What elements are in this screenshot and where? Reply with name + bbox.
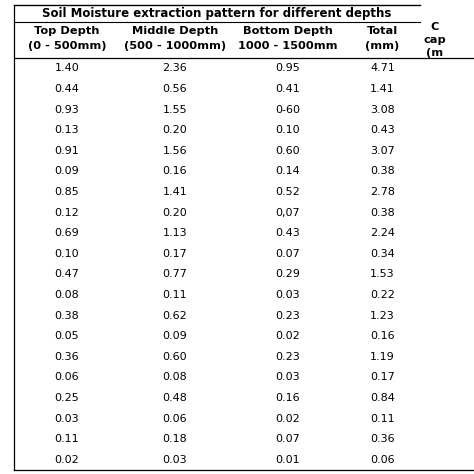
Text: 0.22: 0.22 [370, 290, 395, 300]
Text: 0.11: 0.11 [163, 290, 187, 300]
Text: 0.09: 0.09 [55, 166, 79, 176]
Text: 0.52: 0.52 [275, 187, 300, 197]
Text: 1.41: 1.41 [163, 187, 187, 197]
Text: 0.41: 0.41 [275, 84, 300, 94]
Text: (mm): (mm) [365, 41, 400, 51]
Text: 1.55: 1.55 [163, 104, 187, 115]
Text: 1.53: 1.53 [370, 269, 395, 279]
Text: 0.02: 0.02 [275, 331, 300, 341]
Text: 0.03: 0.03 [163, 455, 187, 465]
Text: 0.10: 0.10 [275, 125, 300, 135]
Text: (m: (m [427, 48, 444, 58]
Text: 0.18: 0.18 [163, 434, 187, 444]
Text: 0.44: 0.44 [55, 84, 80, 94]
Text: 0.08: 0.08 [55, 290, 79, 300]
Text: 0.06: 0.06 [55, 372, 79, 383]
Text: 0.95: 0.95 [275, 64, 300, 73]
Text: Total: Total [367, 26, 398, 36]
Text: 0.91: 0.91 [55, 146, 79, 155]
Text: 2.36: 2.36 [163, 64, 187, 73]
Text: 0.11: 0.11 [370, 413, 395, 423]
Text: 0.06: 0.06 [163, 413, 187, 423]
Text: 0.85: 0.85 [55, 187, 79, 197]
Text: 0.25: 0.25 [55, 393, 79, 403]
Text: 0.02: 0.02 [55, 455, 79, 465]
Text: Soil Moisture extraction pattern for different depths: Soil Moisture extraction pattern for dif… [42, 7, 392, 20]
Text: 0.93: 0.93 [55, 104, 79, 115]
Text: 1000 - 1500mm: 1000 - 1500mm [238, 41, 337, 51]
Text: 2.78: 2.78 [370, 187, 395, 197]
Text: (0 - 500mm): (0 - 500mm) [28, 41, 106, 51]
Text: 1.40: 1.40 [55, 64, 79, 73]
Text: 0.34: 0.34 [370, 249, 395, 259]
Text: Top Depth: Top Depth [34, 26, 100, 36]
Text: 1.23: 1.23 [370, 310, 395, 320]
Text: 0.77: 0.77 [163, 269, 187, 279]
Text: 4.71: 4.71 [370, 64, 395, 73]
Text: 0.60: 0.60 [275, 146, 300, 155]
Text: 1.13: 1.13 [163, 228, 187, 238]
Text: 0.38: 0.38 [370, 208, 395, 218]
Text: 0.29: 0.29 [275, 269, 300, 279]
Text: 0.38: 0.38 [370, 166, 395, 176]
Text: 0.16: 0.16 [370, 331, 395, 341]
Text: 0.38: 0.38 [55, 310, 79, 320]
Text: 0.20: 0.20 [163, 125, 187, 135]
Text: 1.41: 1.41 [370, 84, 395, 94]
Text: 0.36: 0.36 [370, 434, 395, 444]
Text: 0,07: 0,07 [275, 208, 300, 218]
Text: 3.08: 3.08 [370, 104, 395, 115]
Text: 0.47: 0.47 [55, 269, 80, 279]
Text: 0.69: 0.69 [55, 228, 79, 238]
Text: 1.56: 1.56 [163, 146, 187, 155]
Text: 0.56: 0.56 [163, 84, 187, 94]
Text: 0.62: 0.62 [163, 310, 187, 320]
Text: 0.48: 0.48 [163, 393, 187, 403]
Text: 0.36: 0.36 [55, 352, 79, 362]
Text: 0.14: 0.14 [275, 166, 300, 176]
Text: 0.03: 0.03 [275, 290, 300, 300]
Text: Bottom Depth: Bottom Depth [243, 26, 332, 36]
Text: 0.09: 0.09 [163, 331, 187, 341]
Text: Middle Depth: Middle Depth [132, 26, 218, 36]
Text: 0.13: 0.13 [55, 125, 79, 135]
Text: 0.23: 0.23 [275, 352, 300, 362]
Text: 0.17: 0.17 [370, 372, 395, 383]
Text: 0.03: 0.03 [55, 413, 79, 423]
Text: 0.07: 0.07 [275, 249, 300, 259]
Text: 0.03: 0.03 [275, 372, 300, 383]
Text: (500 - 1000mm): (500 - 1000mm) [124, 41, 226, 51]
Text: 0.10: 0.10 [55, 249, 79, 259]
Text: 0.16: 0.16 [163, 166, 187, 176]
Text: 0.20: 0.20 [163, 208, 187, 218]
Text: 0.05: 0.05 [55, 331, 79, 341]
Text: 0.60: 0.60 [163, 352, 187, 362]
Text: 2.24: 2.24 [370, 228, 395, 238]
Text: 0.43: 0.43 [370, 125, 395, 135]
Text: 0.06: 0.06 [370, 455, 395, 465]
Text: 3.07: 3.07 [370, 146, 395, 155]
Text: 0.07: 0.07 [275, 434, 300, 444]
Text: 0.23: 0.23 [275, 310, 300, 320]
Text: 0.84: 0.84 [370, 393, 395, 403]
Text: 0.16: 0.16 [275, 393, 300, 403]
Text: 0.12: 0.12 [55, 208, 79, 218]
Text: C: C [431, 22, 439, 32]
Text: cap: cap [424, 35, 447, 45]
Text: 0.43: 0.43 [275, 228, 300, 238]
Text: 0.01: 0.01 [275, 455, 300, 465]
Text: 0.17: 0.17 [163, 249, 187, 259]
Text: 0-60: 0-60 [275, 104, 300, 115]
Text: 0.02: 0.02 [275, 413, 300, 423]
Text: 0.08: 0.08 [163, 372, 187, 383]
Text: 1.19: 1.19 [370, 352, 395, 362]
Text: 0.11: 0.11 [55, 434, 79, 444]
